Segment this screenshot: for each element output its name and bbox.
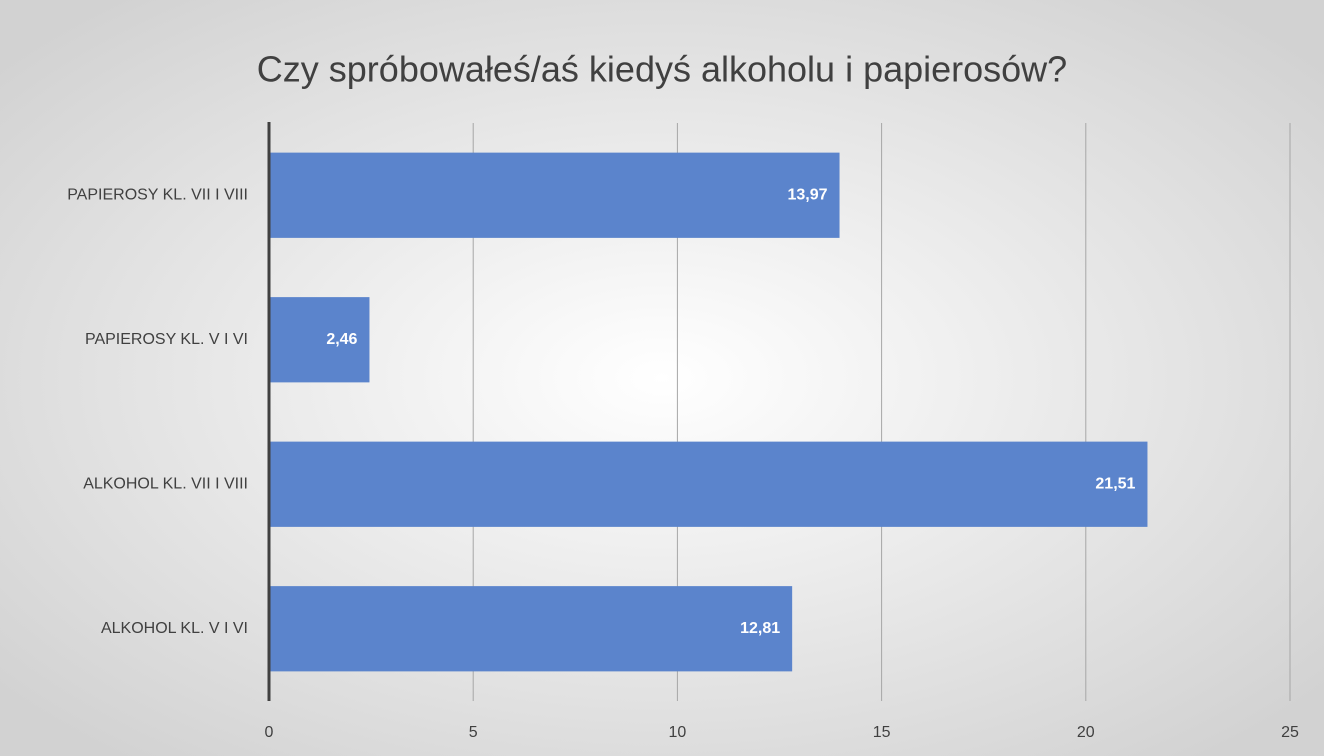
y-tick-label: ALKOHOL KL. VII I VIII [83,475,248,492]
x-tick-label: 25 [1281,724,1299,741]
x-tick-label: 5 [469,724,478,741]
y-tick-label: PAPIEROSY KL. VII I VIII [67,186,248,203]
value-label: 13,97 [787,186,827,203]
y-tick-label: PAPIEROSY KL. V I VI [85,331,248,348]
bar [269,152,840,238]
x-tick-label: 20 [1077,724,1095,741]
value-label: 12,81 [740,620,780,637]
x-tick-label: 10 [669,724,687,741]
chart-title: Czy spróbowałeś/aś kiedyś alkoholu i pap… [257,49,1067,90]
y-tick-label: ALKOHOL KL. V I VI [101,620,248,637]
bar [269,441,1148,527]
x-tick-label: 0 [265,724,274,741]
value-label: 21,51 [1095,475,1135,492]
value-label: 2,46 [326,331,357,348]
bar [269,297,370,383]
bar [269,586,793,672]
x-tick-label: 15 [873,724,891,741]
